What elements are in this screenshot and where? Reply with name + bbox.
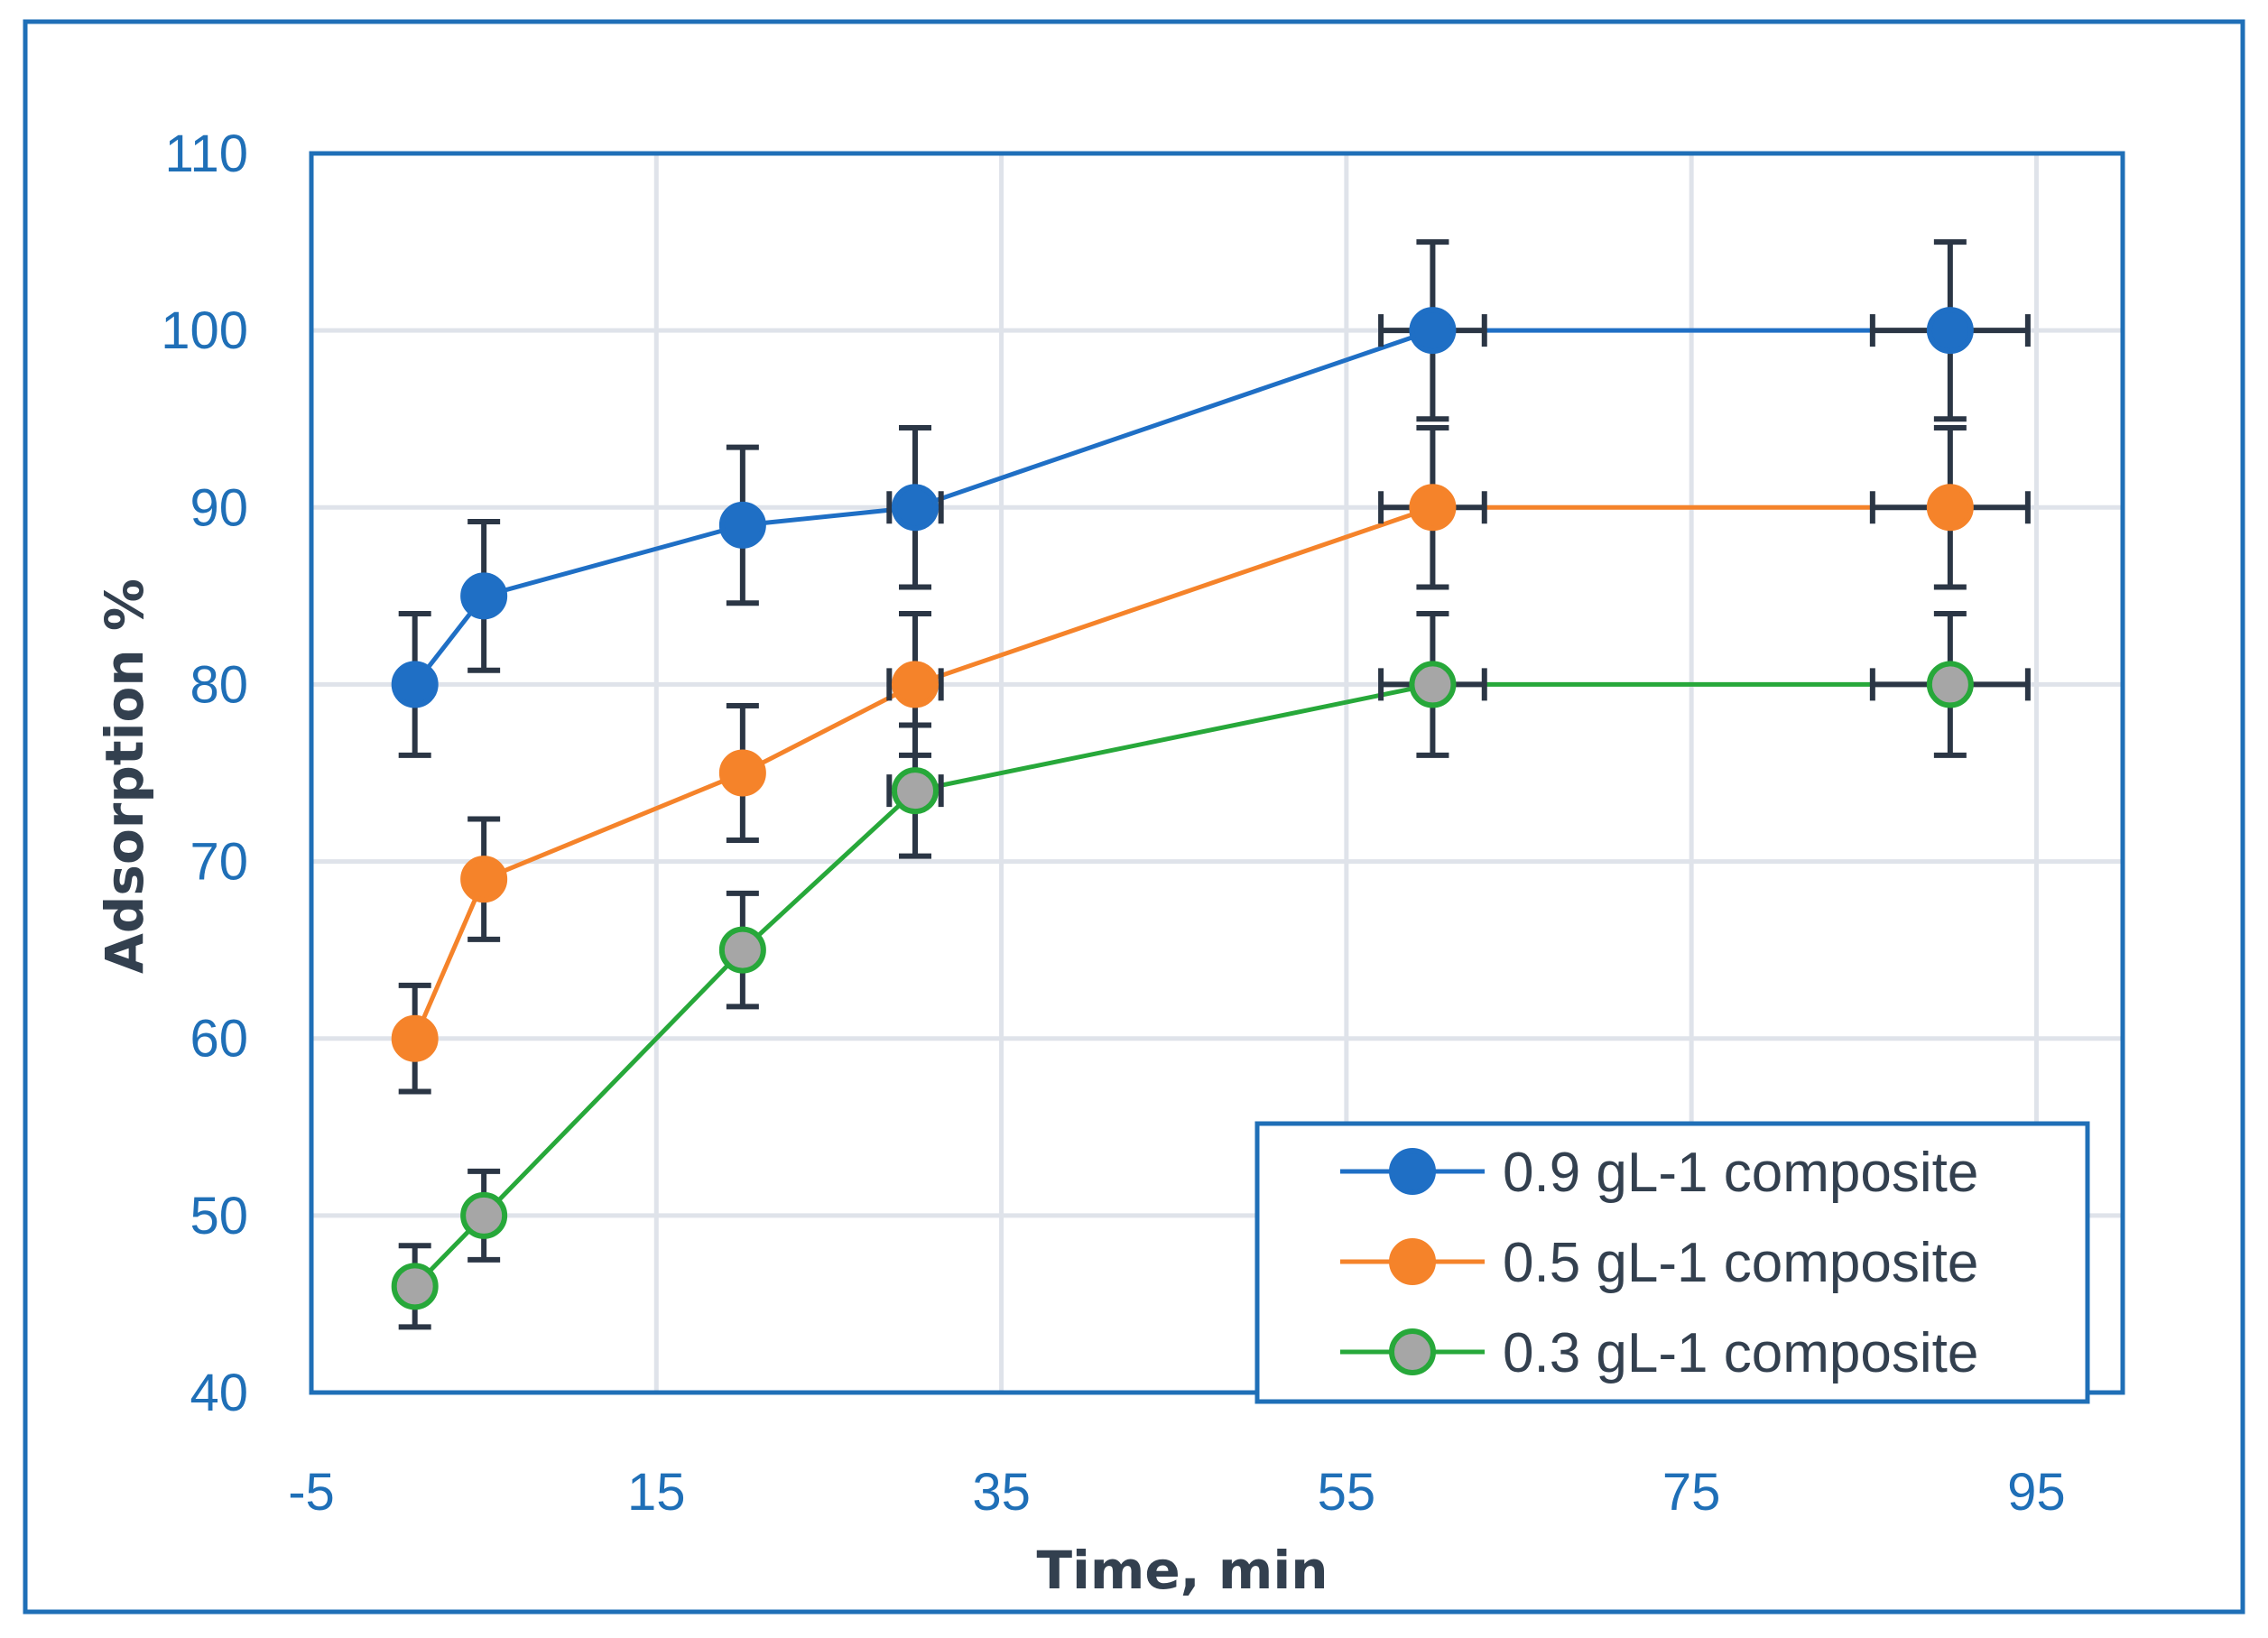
legend-marker [1389, 1148, 1436, 1195]
x-tick-label: 75 [1662, 1463, 1721, 1522]
data-point [391, 1014, 439, 1062]
legend: 0.9 gL-1 composite 0.5 gL-1 composite 0.3 … [1254, 1121, 2090, 1404]
y-tick-label: 90 [190, 478, 248, 537]
y-tick-label: 50 [190, 1187, 248, 1245]
y-axis-title: Adsorption % [94, 578, 155, 974]
y-tick-label: 40 [190, 1364, 248, 1422]
data-point [718, 749, 766, 797]
data-point [718, 501, 766, 549]
data-point [391, 1263, 439, 1310]
legend-marker [1389, 1328, 1436, 1375]
y-tick-label: 100 [161, 301, 248, 360]
data-point [391, 661, 439, 708]
x-tick-label: 95 [2007, 1463, 2066, 1522]
legend-marker [1389, 1238, 1436, 1285]
data-point [1926, 661, 1974, 708]
x-tick-label: 15 [627, 1463, 686, 1522]
legend-entry-2: 0.3 gL-1 composite [1340, 1322, 1978, 1384]
series-2 [391, 610, 2031, 1330]
data-point [1926, 484, 1974, 532]
data-point [460, 1191, 508, 1239]
x-axis-tick-labels: -5 15 35 55 75 95 [288, 1463, 2065, 1522]
legend-label: 0.3 gL-1 composite [1503, 1322, 1978, 1384]
y-tick-label: 60 [190, 1010, 248, 1069]
data-point [892, 484, 939, 532]
x-tick-label: -5 [288, 1463, 335, 1522]
data-point [1926, 307, 1974, 355]
series-line [412, 504, 1950, 1040]
series-layer [391, 239, 2031, 1330]
plot-area-frame [309, 151, 2125, 1395]
data-point [892, 661, 939, 708]
data-point [892, 767, 939, 815]
legend-entry-1: 0.5 gL-1 composite [1340, 1232, 1978, 1294]
x-tick-label: 35 [972, 1463, 1031, 1522]
legend-label: 0.9 gL-1 composite [1503, 1142, 1978, 1204]
data-point [1409, 484, 1457, 532]
y-tick-label: 80 [190, 655, 248, 714]
series-0 [391, 239, 2031, 758]
data-point [460, 856, 508, 903]
data-point [718, 926, 766, 974]
data-point [1409, 307, 1457, 355]
data-point [460, 572, 508, 620]
data-point [1409, 661, 1457, 708]
y-axis-tick-labels: 40 50 60 70 80 90 100 110 [161, 125, 248, 1422]
y-tick-label: 70 [190, 833, 248, 892]
x-tick-label: 55 [1318, 1463, 1376, 1522]
legend-entry-0: 0.9 gL-1 composite [1340, 1142, 1978, 1204]
legend-label: 0.5 gL-1 composite [1503, 1232, 1978, 1294]
x-axis-title: Time, min [1036, 1540, 1328, 1601]
y-tick-label: 110 [165, 125, 248, 183]
series-1 [391, 425, 2031, 1095]
